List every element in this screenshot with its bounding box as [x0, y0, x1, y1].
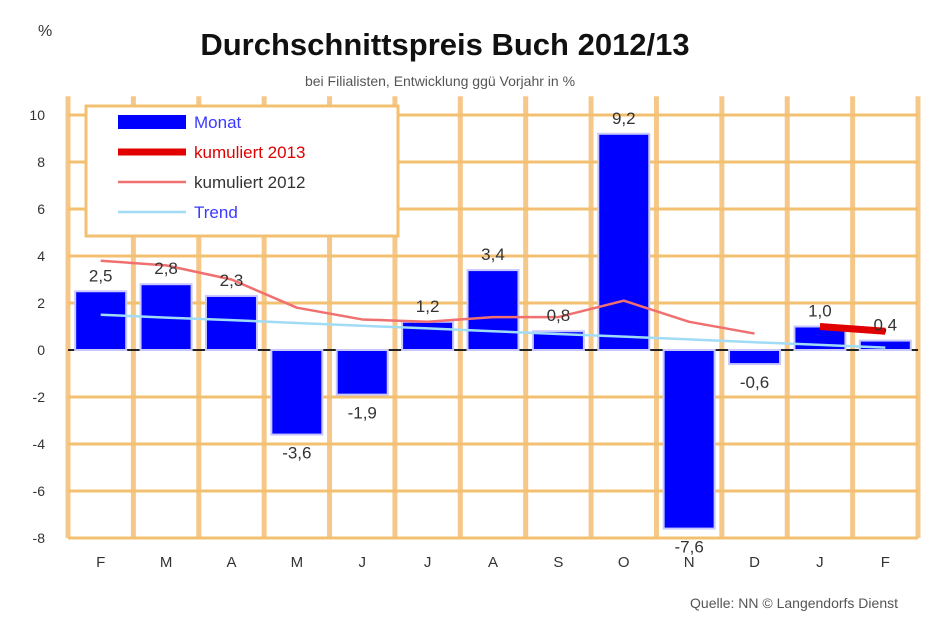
data-label: -7,6 [675, 538, 704, 557]
x-tick-label: J [424, 554, 432, 571]
bar-J [401, 320, 455, 351]
data-label: 2,8 [154, 259, 178, 278]
y-tick-label: -6 [33, 483, 46, 499]
y-tick-label: -8 [33, 530, 46, 546]
legend-label: kumuliert 2012 [194, 173, 306, 192]
x-tick-label: A [226, 554, 236, 571]
bar-J [335, 349, 389, 396]
data-label: 1,2 [416, 297, 440, 316]
bar-A [204, 294, 258, 352]
legend-label: Trend [194, 203, 238, 222]
y-tick-label: 4 [37, 248, 45, 264]
bar-O [597, 132, 651, 351]
x-tick-label: M [160, 554, 173, 571]
y-tick-label: 2 [37, 295, 45, 311]
data-label: -1,9 [348, 404, 377, 423]
bar-F [74, 290, 128, 351]
chart-subtitle: bei Filialisten, Entwicklung ggü Vorjahr… [305, 73, 575, 89]
data-label: -3,6 [282, 444, 311, 463]
x-tick-label: O [618, 554, 630, 571]
data-label: 2,5 [89, 266, 113, 285]
x-tick-label: M [291, 554, 304, 571]
bar-A [466, 269, 520, 352]
x-tick-label: D [749, 554, 760, 571]
y-tick-label: 10 [29, 107, 45, 123]
bar-F [858, 339, 912, 352]
y-tick-label: -2 [33, 389, 46, 405]
x-tick-label: J [816, 554, 824, 571]
x-tick-label: S [553, 554, 563, 571]
data-label: 9,2 [612, 109, 636, 128]
y-tick-label: -4 [33, 436, 46, 452]
chart-title: Durchschnittspreis Buch 2012/13 [200, 27, 689, 62]
line-trend [100, 313, 886, 349]
x-tick-label: A [488, 554, 498, 571]
y-tick-label: 0 [37, 342, 45, 358]
x-tick-label: F [96, 554, 105, 571]
legend-label: Monat [194, 113, 242, 132]
legend-label: kumuliert 2013 [194, 143, 306, 162]
x-tick-label: F [881, 554, 890, 571]
bar-D [728, 349, 782, 366]
x-tick-label: J [358, 554, 366, 571]
data-label: -0,6 [740, 373, 769, 392]
line-kumuliert-2012 [100, 259, 755, 335]
y-tick-label: 6 [37, 201, 45, 217]
y-axis-label: % [38, 23, 52, 40]
data-label: 1,0 [808, 302, 832, 321]
legend-swatch [118, 115, 186, 129]
y-tick-label: 8 [37, 154, 45, 170]
data-label: 3,4 [481, 245, 505, 264]
data-label: 2,3 [220, 271, 244, 290]
data-label: 0,4 [873, 316, 897, 335]
source-note: Quelle: NN © Langendorfs Dienst [690, 595, 898, 611]
line-kumuliert-2013 [819, 323, 886, 335]
data-label: 0,8 [547, 306, 571, 325]
x-tick-label: N [684, 554, 695, 571]
bar-M [270, 349, 324, 436]
bar-S [531, 330, 585, 352]
bar-N [662, 349, 716, 530]
